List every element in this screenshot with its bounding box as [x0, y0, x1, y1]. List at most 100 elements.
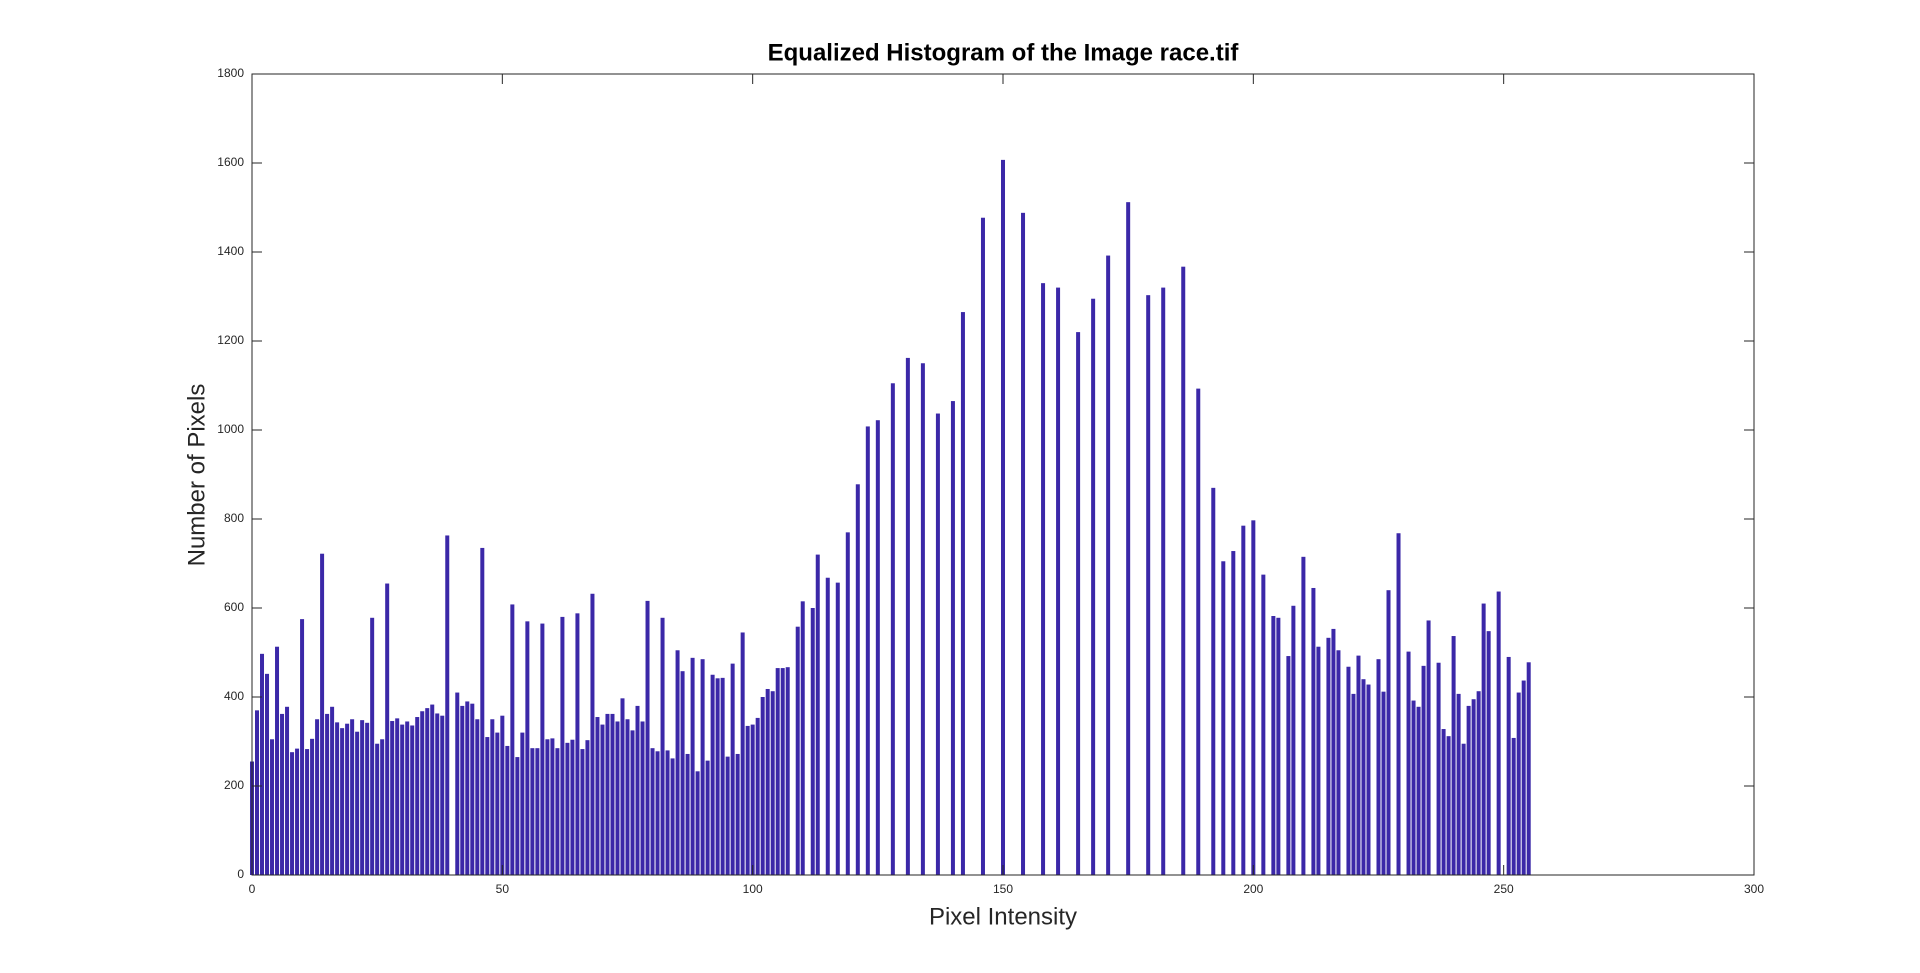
bar	[1261, 574, 1266, 875]
x-tick-label: 300	[1744, 882, 1764, 896]
bar	[800, 601, 805, 875]
bar	[305, 749, 310, 875]
bar	[515, 757, 520, 875]
bar	[890, 383, 895, 875]
bar	[1466, 705, 1471, 875]
bar	[690, 657, 695, 875]
bar	[1436, 662, 1441, 875]
bar	[565, 742, 570, 875]
bar	[425, 708, 430, 875]
bar	[465, 701, 470, 875]
y-tick-label: 600	[224, 600, 244, 614]
bar	[920, 363, 925, 875]
bar	[1511, 737, 1516, 875]
bar	[715, 678, 720, 875]
bar	[1211, 487, 1216, 875]
bar	[1421, 665, 1426, 875]
bar	[615, 721, 620, 875]
bar	[980, 217, 985, 876]
bar	[760, 697, 765, 875]
bar	[320, 553, 325, 875]
bar	[390, 721, 395, 875]
bar	[1251, 520, 1256, 875]
bar	[725, 756, 730, 875]
bar	[530, 748, 535, 875]
bar	[325, 713, 330, 875]
bar	[460, 705, 465, 875]
bar	[535, 748, 540, 875]
bar	[1336, 650, 1341, 875]
y-tick-label: 0	[237, 867, 244, 881]
bar	[1506, 656, 1511, 875]
bar	[1106, 255, 1111, 875]
bar	[360, 720, 365, 875]
bar	[640, 721, 645, 875]
bar	[475, 719, 480, 875]
bar	[1076, 332, 1081, 876]
bar	[1396, 533, 1401, 875]
bar	[255, 710, 260, 875]
bar	[835, 582, 840, 875]
bar	[290, 752, 295, 875]
bar	[630, 730, 635, 875]
bar	[625, 719, 630, 875]
bar	[1521, 680, 1526, 875]
bar	[695, 771, 700, 875]
bar	[875, 420, 880, 875]
bar	[420, 711, 425, 875]
bar	[1486, 631, 1491, 875]
bar	[590, 593, 595, 875]
bar	[280, 713, 285, 875]
bar	[1301, 556, 1306, 875]
bar	[665, 750, 670, 875]
bar	[750, 724, 755, 875]
bar	[950, 401, 955, 875]
bar	[620, 698, 625, 875]
bar	[575, 613, 580, 875]
bar	[1331, 628, 1336, 875]
bar	[570, 739, 575, 875]
bar	[700, 659, 705, 875]
y-tick-label: 1800	[217, 66, 244, 80]
y-tick-label: 200	[224, 778, 244, 792]
bar	[490, 719, 495, 875]
bar	[495, 732, 500, 875]
bar	[595, 717, 600, 875]
bar	[1326, 637, 1331, 875]
bar	[810, 608, 815, 875]
bar	[525, 621, 530, 875]
bar	[345, 723, 350, 875]
bar	[1381, 691, 1386, 875]
bar	[745, 725, 750, 875]
bar	[735, 753, 740, 875]
bar	[960, 312, 965, 875]
bar	[1241, 525, 1246, 875]
bar	[435, 713, 440, 875]
x-tick-label: 250	[1494, 882, 1514, 896]
bar	[655, 751, 660, 875]
bar	[845, 532, 850, 875]
bar	[1481, 603, 1486, 875]
bar	[275, 646, 280, 875]
bar	[1411, 700, 1416, 875]
bar	[795, 626, 800, 875]
bar	[1351, 693, 1356, 875]
bar	[1181, 266, 1186, 875]
bar	[555, 748, 560, 875]
bar	[1471, 699, 1476, 875]
bar	[1021, 212, 1026, 876]
bar	[680, 671, 685, 875]
x-tick-label: 100	[743, 882, 763, 896]
bar	[455, 692, 460, 875]
bar	[785, 667, 790, 875]
bar	[1456, 693, 1461, 875]
bar	[1451, 636, 1456, 875]
bar	[410, 725, 415, 875]
bar	[400, 724, 405, 875]
bar	[540, 623, 545, 875]
bar	[1376, 659, 1381, 875]
bar	[480, 547, 485, 875]
bar	[395, 718, 400, 875]
bar	[670, 758, 675, 875]
